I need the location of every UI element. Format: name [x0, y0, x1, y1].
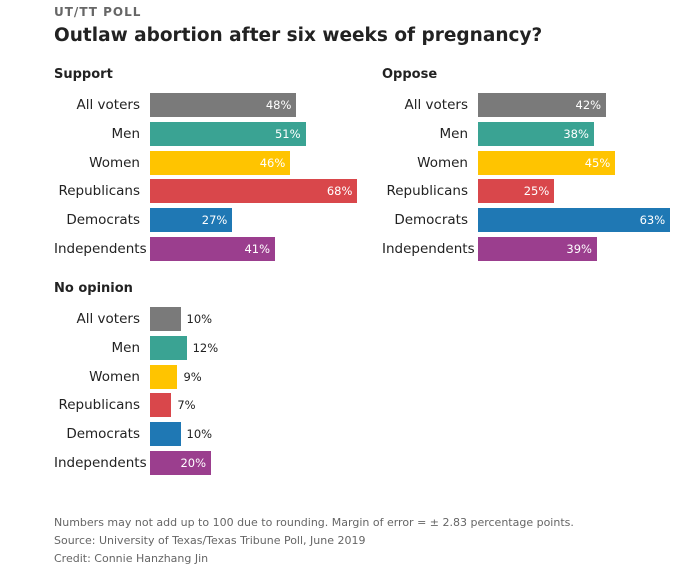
bar-men	[150, 121, 306, 146]
bar-all-voters	[150, 307, 181, 331]
value-label: 63%	[639, 213, 666, 228]
bar-republicans	[478, 179, 555, 204]
no-opinion-row-republicans: Republicans 7%	[54, 393, 374, 418]
bar-republicans	[150, 179, 358, 204]
value-label: 41%	[244, 242, 271, 256]
kicker: UT/TT POLL	[54, 5, 142, 19]
category-label: Women	[89, 368, 140, 385]
oppose-row-democrats: Democrats 63%	[382, 208, 692, 233]
value-label: 12%	[192, 340, 219, 355]
value-label: 39%	[566, 242, 592, 256]
category-label: Men	[111, 125, 140, 142]
bar-women	[150, 150, 291, 175]
bar-republicans	[150, 393, 172, 418]
category-label: Republicans	[58, 183, 140, 200]
category-label: All voters	[404, 97, 468, 113]
support-row-all-voters: All voters 48%	[54, 93, 374, 117]
panel-title-no-opinion: No opinion	[54, 281, 133, 296]
value-label: 42%	[575, 98, 602, 112]
no-opinion-row-independents: Independents 20%	[54, 451, 374, 475]
category-label: Men	[439, 125, 468, 142]
bar-independents	[478, 237, 597, 261]
credit-line: Credit: Connie Hanzhang Jin	[54, 552, 209, 565]
support-row-republicans: Republicans 68%	[54, 179, 374, 204]
value-label: 10%	[186, 312, 213, 326]
category-label: All voters	[76, 97, 140, 113]
support-row-independents: Independents 41%	[54, 237, 374, 261]
category-label: Men	[111, 339, 140, 356]
no-opinion-row-women: Women 9%	[54, 364, 374, 389]
bar-men	[150, 335, 187, 360]
oppose-row-all-voters: All voters 42%	[382, 93, 692, 117]
category-label: All voters	[76, 311, 140, 327]
oppose-row-republicans: Republicans 25%	[382, 179, 692, 204]
bar-democrats	[478, 208, 671, 233]
value-label: 20%	[180, 456, 206, 470]
bar-democrats	[150, 208, 233, 233]
value-label: 10%	[186, 427, 213, 442]
category-label: Women	[417, 154, 468, 171]
value-label: 9%	[183, 369, 202, 384]
bar-men	[478, 121, 594, 146]
category-label: Independents	[54, 455, 147, 471]
category-label: Democrats	[394, 212, 468, 229]
value-label: 27%	[201, 213, 228, 228]
bar-women	[150, 364, 178, 389]
category-label: Independents	[54, 241, 147, 257]
bar-independents	[150, 451, 211, 475]
value-label: 68%	[326, 184, 353, 199]
category-label: Democrats	[66, 212, 140, 229]
bar-democrats	[150, 422, 181, 447]
oppose-row-women: Women 45%	[382, 150, 692, 175]
no-opinion-row-all-voters: All voters 10%	[54, 307, 374, 331]
bar-all-voters	[478, 93, 607, 117]
category-label: Republicans	[386, 183, 468, 200]
support-panel: Support All voters 48% Men 51% Women 46% Repub…	[54, 67, 374, 267]
value-label: 7%	[177, 398, 196, 413]
no-opinion-row-men: Men 12%	[54, 335, 374, 360]
footnote: Numbers may not add up to 100 due to rou…	[54, 516, 574, 529]
bar-women	[478, 150, 616, 175]
bar-all-voters	[150, 93, 297, 117]
value-label: 51%	[274, 126, 301, 141]
value-label: 25%	[523, 184, 550, 199]
footer: Numbers may not add up to 100 due to rou…	[54, 514, 574, 568]
value-label: 38%	[563, 126, 589, 141]
support-row-men: Men 51%	[54, 121, 374, 146]
source-line: Source: University of Texas/Texas Tribun…	[54, 534, 366, 547]
no-opinion-panel: No opinion All voters 10% Men 12% Women 9% Rep…	[54, 281, 374, 481]
category-label: Women	[89, 154, 140, 171]
value-label: 48%	[265, 98, 292, 112]
oppose-row-men: Men 38%	[382, 121, 692, 146]
category-label: Democrats	[66, 426, 140, 443]
no-opinion-row-democrats: Democrats 10%	[54, 422, 374, 447]
oppose-panel: Oppose All voters 42% Men 38% Women 45% Republ…	[382, 67, 692, 267]
category-label: Independents	[382, 241, 475, 257]
chart-headline: Outlaw abortion after six weeks of pregn…	[54, 25, 543, 46]
panel-title-support: Support	[54, 67, 113, 82]
bar-independents	[150, 237, 276, 261]
category-label: Republicans	[58, 397, 140, 414]
support-row-women: Women 46%	[54, 150, 374, 175]
value-label: 45%	[584, 155, 611, 170]
oppose-row-independents: Independents 39%	[382, 237, 692, 261]
support-row-democrats: Democrats 27%	[54, 208, 374, 233]
panel-title-oppose: Oppose	[382, 67, 438, 82]
value-label: 46%	[259, 155, 286, 170]
